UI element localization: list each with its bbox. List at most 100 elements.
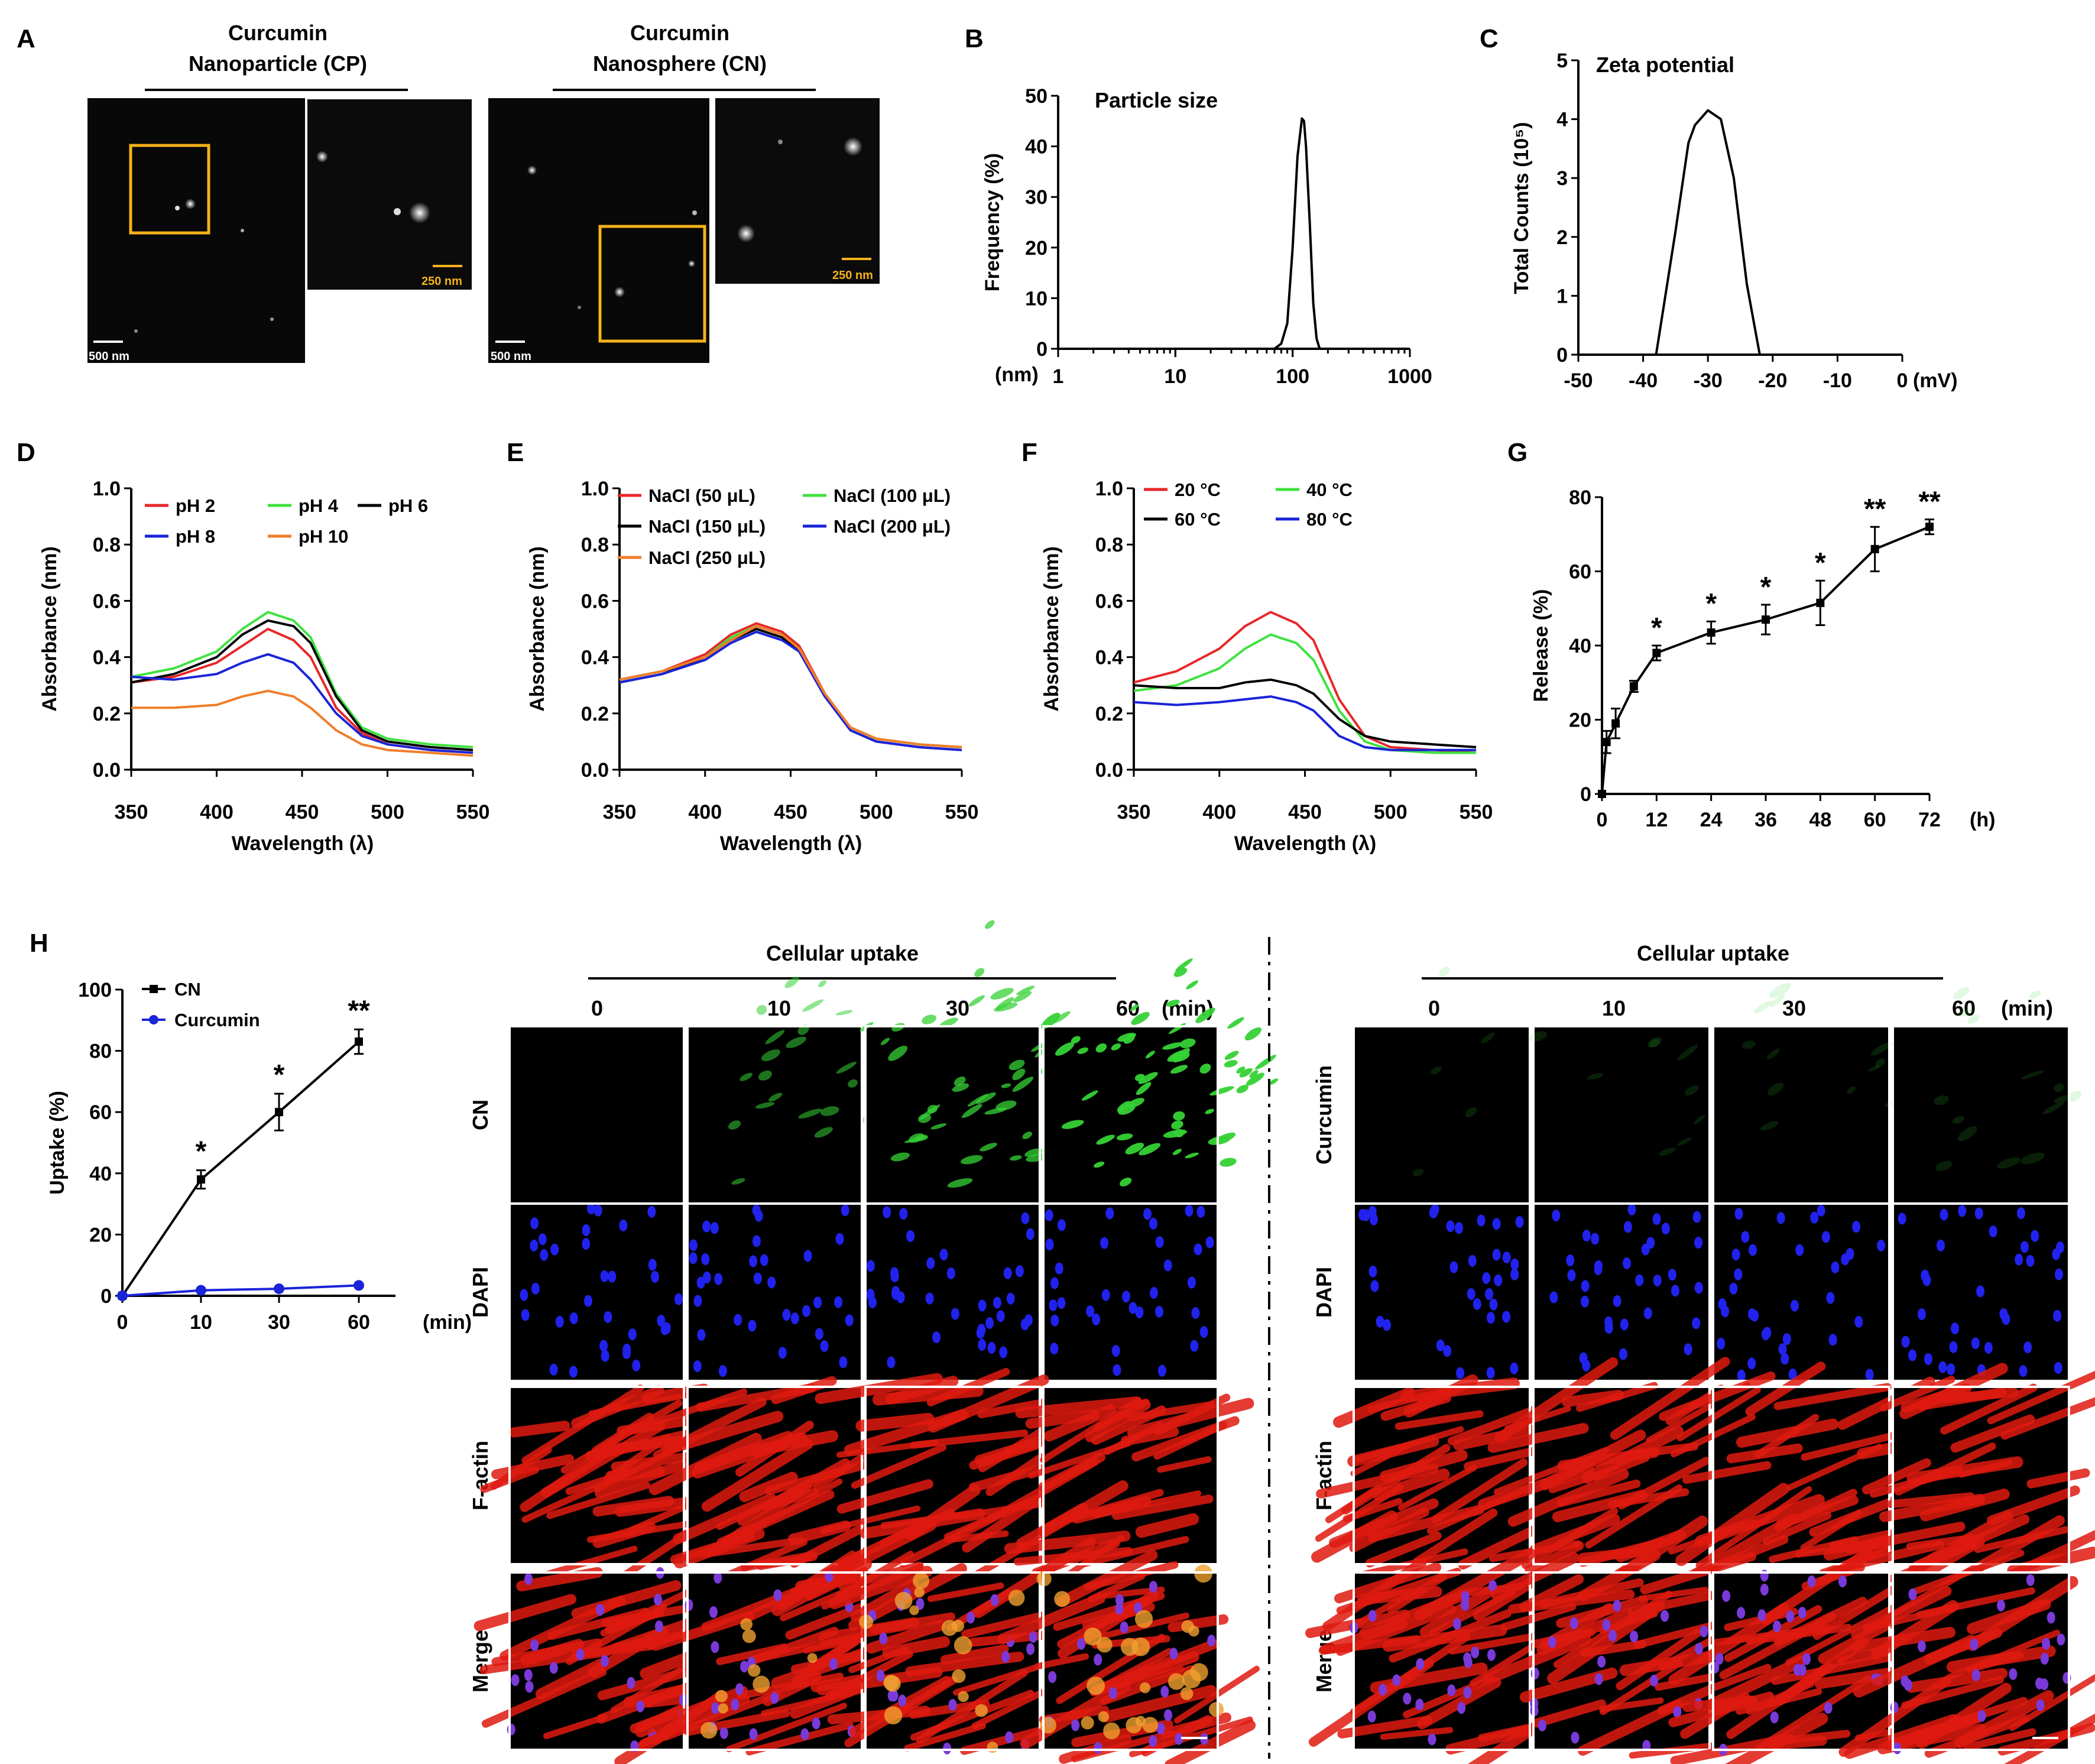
actin-fiber bbox=[1768, 1736, 1827, 1750]
actin-fiber bbox=[1101, 1685, 1217, 1723]
merged-nucleus bbox=[1005, 1731, 1014, 1743]
nucleus bbox=[540, 1249, 549, 1261]
green-signal bbox=[968, 995, 985, 1007]
nucleus bbox=[1643, 1307, 1652, 1319]
merged-nucleus bbox=[1447, 1684, 1456, 1697]
nucleus bbox=[1795, 1244, 1804, 1256]
nucleus bbox=[1846, 1248, 1854, 1260]
nucleus bbox=[1692, 1317, 1701, 1330]
nucleus bbox=[1502, 1251, 1511, 1264]
nucleus bbox=[1549, 1291, 1558, 1303]
green-signal bbox=[1220, 1157, 1237, 1167]
nucleus bbox=[1485, 1288, 1494, 1301]
series-line-curcumin bbox=[122, 1284, 359, 1297]
nucleus bbox=[1045, 1238, 1054, 1251]
y-tick-label: 60 bbox=[1569, 561, 1591, 583]
nucleus bbox=[925, 1292, 934, 1305]
merged-signal bbox=[1134, 1610, 1153, 1628]
green-signal bbox=[818, 980, 827, 988]
actin-fiber bbox=[1711, 1664, 1772, 1691]
merged-nucleus bbox=[1798, 1607, 1807, 1619]
green-signal bbox=[1649, 1039, 1660, 1048]
merged-nucleus bbox=[879, 1632, 888, 1645]
actin-fiber bbox=[546, 1481, 651, 1519]
actin-fiber bbox=[1316, 1463, 1439, 1499]
cell-border bbox=[1532, 1202, 1711, 1382]
actin-fiber bbox=[547, 1607, 650, 1640]
nucleus bbox=[1776, 1212, 1785, 1224]
actin-fiber bbox=[1397, 1464, 1477, 1511]
actin-fiber bbox=[1483, 1633, 1591, 1685]
nucleus bbox=[1951, 1322, 1960, 1335]
green-signal bbox=[922, 1014, 936, 1024]
nucleus bbox=[1190, 1340, 1199, 1352]
green-signal bbox=[961, 1104, 982, 1118]
data-point bbox=[1870, 544, 1879, 553]
green-signal bbox=[848, 1079, 858, 1088]
merged-signal bbox=[952, 1669, 966, 1683]
nucleus bbox=[1021, 1212, 1030, 1224]
y-tick-label: 40 bbox=[89, 1163, 112, 1185]
nucleus bbox=[790, 1312, 799, 1325]
actin-fiber bbox=[639, 1695, 750, 1747]
nucleus bbox=[538, 1233, 547, 1246]
merged-signal bbox=[884, 1675, 901, 1692]
green-signal bbox=[947, 1178, 973, 1188]
actin-fiber bbox=[701, 1438, 813, 1512]
nucleus bbox=[1747, 1357, 1756, 1370]
x-axis-label: (min) bbox=[423, 1311, 472, 1334]
actin-fiber bbox=[1127, 1397, 1254, 1439]
actin-fiber bbox=[1111, 1494, 1214, 1520]
nucleus bbox=[976, 1327, 985, 1339]
nucleus bbox=[835, 1233, 844, 1245]
merged-nucleus bbox=[636, 1700, 645, 1713]
merged-nucleus bbox=[576, 1648, 585, 1661]
actin-fiber bbox=[1756, 1675, 1872, 1751]
nucleus bbox=[569, 1312, 578, 1324]
y-tick-label: 0.8 bbox=[1095, 534, 1123, 556]
green-signal bbox=[1648, 1037, 1662, 1048]
nucleus bbox=[1627, 1203, 1636, 1215]
panel-a: A Curcumin Nanoparticle (CP) Curcumin Na… bbox=[17, 21, 880, 363]
merged-nucleus bbox=[507, 1723, 515, 1736]
green-signal bbox=[994, 1002, 1018, 1012]
green-signal bbox=[1741, 1040, 1756, 1049]
time-label: 60 bbox=[1952, 996, 1976, 1020]
actin-fiber bbox=[1556, 1479, 1641, 1507]
nucleus bbox=[1729, 1282, 1738, 1295]
merged-signal bbox=[913, 1572, 930, 1589]
actin-fiber bbox=[910, 1690, 1034, 1741]
nucleus bbox=[778, 1347, 787, 1359]
merged-nucleus bbox=[1464, 1656, 1473, 1669]
merged-nucleus bbox=[735, 1683, 744, 1695]
y-tick-label: 2 bbox=[1556, 226, 1568, 249]
merged-nucleus bbox=[2042, 1637, 2051, 1650]
y-tick-label: 1.0 bbox=[1095, 478, 1123, 500]
merged-signal bbox=[1180, 1687, 1194, 1700]
nucleus bbox=[1128, 1302, 1137, 1314]
nucleus bbox=[1492, 1249, 1501, 1261]
nucleus bbox=[1492, 1218, 1501, 1230]
actin-fiber bbox=[745, 1721, 854, 1756]
actin-fiber bbox=[1350, 1442, 1412, 1477]
green-signal bbox=[1967, 1014, 1980, 1024]
nucleus bbox=[749, 1255, 758, 1267]
chart-title: Particle size bbox=[1095, 88, 1218, 112]
nucleus bbox=[1778, 1343, 1787, 1356]
time-label: 10 bbox=[1602, 996, 1626, 1020]
actin-fiber bbox=[520, 1639, 585, 1666]
nucleus bbox=[815, 1328, 823, 1340]
cn-cell-r1-c2 bbox=[865, 1204, 1040, 1381]
green-signal bbox=[1172, 1149, 1182, 1155]
actin-fiber bbox=[844, 1409, 969, 1456]
y-tick-label: 10 bbox=[1025, 287, 1048, 310]
series-line-size bbox=[1273, 117, 1321, 350]
actin-fiber bbox=[1861, 1458, 1931, 1495]
green-signal bbox=[836, 1061, 857, 1074]
x-axis-label: Wavelength (λ) bbox=[1234, 832, 1377, 855]
actin-fiber bbox=[1165, 1720, 1256, 1764]
nucleus bbox=[2053, 1309, 2062, 1322]
merged-signal bbox=[958, 1691, 969, 1703]
nucleus bbox=[1661, 1223, 1670, 1235]
actin-fiber bbox=[1348, 1588, 1418, 1631]
